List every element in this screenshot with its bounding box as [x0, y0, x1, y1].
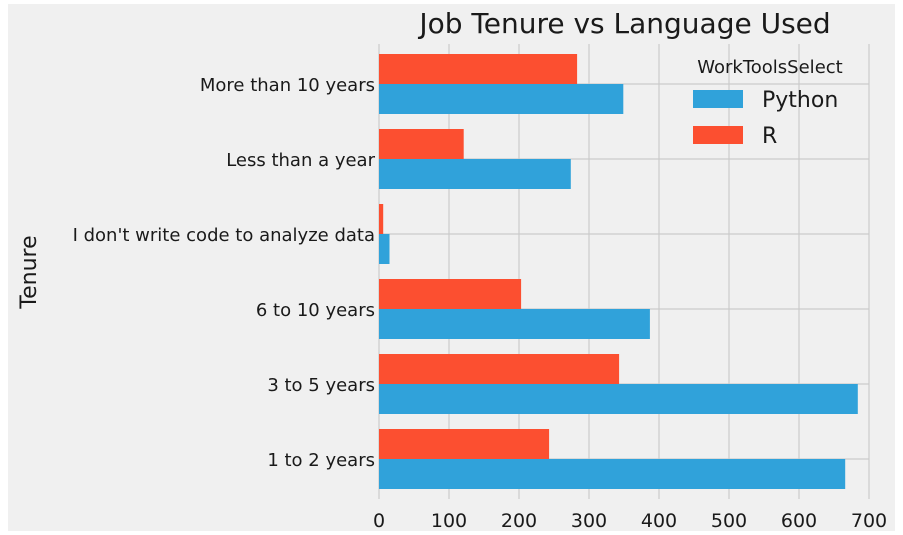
- y-tick-labels: More than 10 years Less than a year I don'…: [73, 75, 376, 471]
- bar-r: [379, 354, 620, 384]
- legend-swatch-python: [693, 90, 743, 108]
- bar-python: [379, 309, 650, 339]
- legend-label-python: Python: [762, 88, 838, 113]
- x-tick-label: 100: [431, 510, 467, 532]
- x-tick-label: 700: [851, 510, 887, 532]
- legend-label-r: R: [762, 124, 777, 149]
- bar-python: [379, 384, 858, 414]
- x-tick-label: 400: [641, 510, 677, 532]
- y-axis-label: Tenure: [17, 235, 42, 309]
- bar-python: [379, 234, 390, 264]
- x-tick-label: 200: [501, 510, 537, 532]
- bars-group: [379, 54, 858, 489]
- bar-r: [379, 129, 464, 159]
- bar-python: [379, 459, 846, 489]
- bar-python: [379, 84, 624, 114]
- y-tick-label: 1 to 2 years: [267, 450, 375, 471]
- y-tick-label: 6 to 10 years: [256, 300, 375, 321]
- legend: WorkToolsSelect Python R: [693, 57, 843, 149]
- bar-r: [379, 204, 384, 234]
- x-tick-labels: 0 100 200 300 400 500 600 700: [373, 510, 887, 532]
- x-tick-label: 600: [781, 510, 817, 532]
- bar-r: [379, 429, 550, 459]
- x-tick-label: 0: [373, 510, 385, 532]
- bar-python: [379, 159, 571, 189]
- bar-r: [379, 54, 578, 84]
- x-tick-label: 500: [711, 510, 747, 532]
- y-tick-label: More than 10 years: [200, 75, 375, 96]
- legend-swatch-r: [693, 126, 743, 144]
- y-tick-label: Less than a year: [226, 150, 375, 171]
- bar-r: [379, 279, 522, 309]
- x-tick-label: 300: [571, 510, 607, 532]
- chart-title: Job Tenure vs Language Used: [417, 7, 830, 40]
- y-tick-label: 3 to 5 years: [267, 375, 375, 396]
- y-tick-label: I don't write code to analyze data: [73, 225, 375, 246]
- legend-title: WorkToolsSelect: [697, 57, 842, 78]
